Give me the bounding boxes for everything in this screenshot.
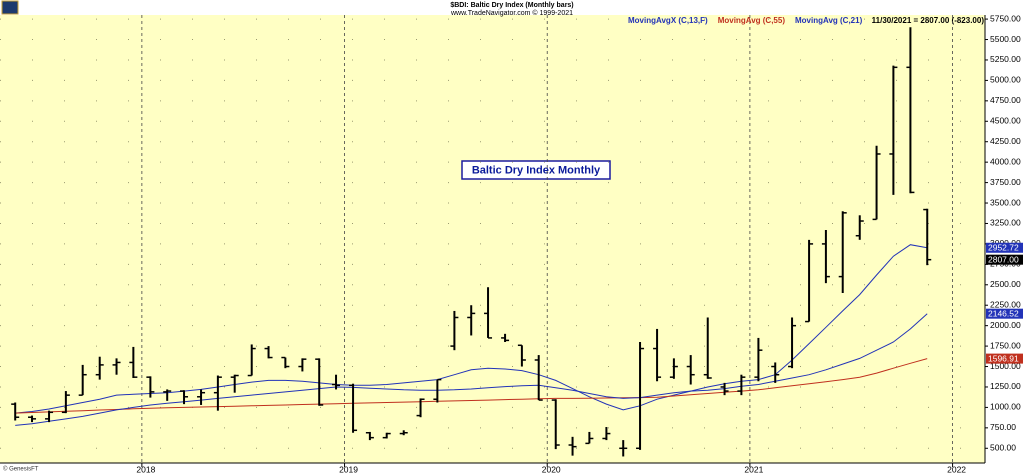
- last-value-label: 2146.52: [988, 308, 1019, 318]
- last-quote: 11/30/2021 = 2807.00 (-823.00): [872, 16, 985, 25]
- y-tick-label: 3250.00: [990, 218, 1021, 228]
- credit: © GenesisFT: [3, 466, 39, 473]
- last-value-tag: [986, 254, 1023, 265]
- y-tick-label: 1500.00: [990, 361, 1021, 371]
- y-tick-label: 1000.00: [990, 402, 1021, 412]
- legend-entry: MovingAvgX (C,13,F): [628, 16, 708, 25]
- chart-title: $BDI: Baltic Dry Index (Monthly bars): [450, 2, 573, 9]
- x-tick-label: 2020: [542, 464, 561, 474]
- y-tick-label: 5750.00: [990, 13, 1021, 23]
- last-value-label: 2807.00: [988, 254, 1019, 264]
- last-value-tag: [986, 308, 1023, 319]
- legend-entry: MovingAvg (C,55): [718, 16, 786, 25]
- y-tick-label: 4000.00: [990, 156, 1021, 166]
- plot-background: [0, 15, 985, 463]
- last-value-label: 1596.91: [988, 353, 1019, 363]
- y-tick-label: 4500.00: [990, 116, 1021, 126]
- y-tick-label: 5000.00: [990, 75, 1021, 85]
- legend-entry: MovingAvg (C,21): [795, 16, 863, 25]
- y-tick-label: 2250.00: [990, 299, 1021, 309]
- chart-subtitle: www.TradeNavigator.com © 1999-2021: [450, 9, 573, 17]
- logo: [1, 0, 19, 15]
- x-tick-label: 2021: [744, 464, 763, 474]
- x-tick-label: 2019: [339, 464, 358, 474]
- y-tick-label: 5250.00: [990, 54, 1021, 64]
- annotation: Baltic Dry Index Monthly: [472, 164, 601, 176]
- y-tick-label: 1250.00: [990, 381, 1021, 391]
- x-tick-label: 2022: [947, 464, 966, 474]
- y-tick-label: 3750.00: [990, 177, 1021, 187]
- y-tick-label: 1750.00: [990, 340, 1021, 350]
- x-tick-label: 2018: [136, 464, 155, 474]
- y-tick-label: 4750.00: [990, 95, 1021, 105]
- last-value-label: 2952.72: [988, 243, 1019, 253]
- annotation-box: [461, 160, 611, 180]
- y-tick-label: 500.00: [990, 443, 1016, 453]
- moving-average-line: [15, 358, 928, 414]
- last-value-tag: [986, 353, 1023, 364]
- y-tick-label: 5500.00: [990, 34, 1021, 44]
- y-tick-label: 2000.00: [990, 320, 1021, 330]
- y-tick-label: 2500.00: [990, 279, 1021, 289]
- y-tick-label: 3500.00: [990, 197, 1021, 207]
- y-tick-label: 4250.00: [990, 136, 1021, 146]
- y-tick-label: 750.00: [990, 422, 1016, 432]
- last-value-tag: [986, 242, 1023, 253]
